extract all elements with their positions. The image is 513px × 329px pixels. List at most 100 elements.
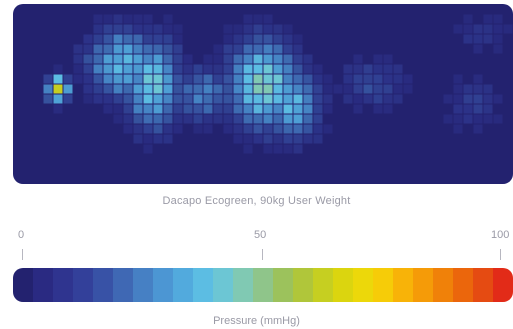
- tick-label-50: 50: [254, 229, 267, 241]
- heatmap-cell: [153, 54, 163, 64]
- heatmap-cell: [373, 64, 383, 74]
- heatmap-cell: [113, 64, 123, 74]
- heatmap-cell: [153, 104, 163, 114]
- heatmap-cell: [153, 24, 163, 34]
- heatmap-cell: [373, 54, 383, 64]
- heatmap-cell: [453, 94, 463, 104]
- heatmap-cell: [163, 104, 173, 114]
- heatmap-cell: [473, 34, 483, 44]
- colorbar-segment: [333, 268, 353, 302]
- colorbar-segment: [153, 268, 173, 302]
- heatmap-cell: [143, 64, 153, 74]
- heatmap-cell: [123, 114, 133, 124]
- heatmap-cell: [193, 64, 203, 74]
- heatmap-cell: [133, 34, 143, 44]
- heatmap-cell: [213, 104, 223, 114]
- heatmap-cell: [353, 54, 363, 64]
- heatmap-cell: [113, 54, 123, 64]
- heatmap-cell: [153, 84, 163, 94]
- heatmap-cell: [253, 124, 263, 134]
- heatmap-cell: [243, 134, 253, 144]
- heatmap-cell: [143, 124, 153, 134]
- heatmap-cell: [303, 84, 313, 94]
- heatmap-cell: [353, 74, 363, 84]
- heatmap-cell: [203, 64, 213, 74]
- heatmap-cell: [233, 24, 243, 34]
- heatmap-cell: [133, 74, 143, 84]
- heatmap-cell: [353, 94, 363, 104]
- colorbar-segment: [353, 268, 373, 302]
- heatmap-cell: [203, 104, 213, 114]
- heatmap-cell: [243, 14, 253, 24]
- heatmap-cell: [93, 84, 103, 94]
- heatmap-cell: [493, 14, 503, 24]
- colorbar-segment: [193, 268, 213, 302]
- heatmap-cell: [133, 44, 143, 54]
- heatmap-cell: [493, 44, 503, 54]
- heatmap-cell: [163, 114, 173, 124]
- heatmap-cell: [263, 104, 273, 114]
- heatmap-cell: [343, 64, 353, 74]
- heatmap-cell: [273, 44, 283, 54]
- heatmap-cell: [453, 24, 463, 34]
- heatmap-cell: [133, 64, 143, 74]
- heatmap-cell: [273, 114, 283, 124]
- heatmap-cell: [403, 74, 413, 84]
- colorbar-segment: [253, 268, 273, 302]
- heatmap-cell: [103, 14, 113, 24]
- heatmap-cell: [273, 74, 283, 84]
- heatmap-cell: [273, 94, 283, 104]
- heatmap-cell: [223, 64, 233, 74]
- heatmap-cell: [283, 34, 293, 44]
- heatmap-cell: [463, 94, 473, 104]
- heatmap-cell: [293, 84, 303, 94]
- heatmap-cell: [233, 124, 243, 134]
- heatmap-cell: [283, 134, 293, 144]
- heatmap-cell: [93, 14, 103, 24]
- heatmap-cell: [143, 84, 153, 94]
- heatmap-cell: [123, 64, 133, 74]
- heatmap-cell: [143, 74, 153, 84]
- heatmap-cell: [93, 94, 103, 104]
- heatmap-cell: [183, 114, 193, 124]
- heatmap-cell: [163, 44, 173, 54]
- heatmap-cell: [253, 94, 263, 104]
- heatmap-cell: [113, 94, 123, 104]
- heatmap-cell: [293, 44, 303, 54]
- heatmap-cell: [113, 24, 123, 34]
- heatmap-cell: [313, 74, 323, 84]
- heatmap-cell: [103, 34, 113, 44]
- heatmap-cell: [263, 84, 273, 94]
- heatmap-cell: [133, 54, 143, 64]
- heatmap-cell: [193, 94, 203, 104]
- heatmap-cell: [263, 34, 273, 44]
- heatmap-cell: [273, 84, 283, 94]
- heatmap-cell: [303, 94, 313, 104]
- heatmap-cell: [273, 24, 283, 34]
- heatmap-cell: [293, 114, 303, 124]
- heatmap-cell: [363, 64, 373, 74]
- heatmap-cell: [113, 104, 123, 114]
- colorbar-segment: [453, 268, 473, 302]
- heatmap-cell: [173, 84, 183, 94]
- heatmap-cell: [223, 54, 233, 64]
- heatmap-cell: [163, 24, 173, 34]
- heatmap-cell: [223, 34, 233, 44]
- heatmap-cell: [123, 54, 133, 64]
- heatmap-cell: [143, 134, 153, 144]
- heatmap-cell: [483, 24, 493, 34]
- heatmap-cell: [173, 104, 183, 114]
- heatmap-cell: [253, 104, 263, 114]
- heatmap-cell: [143, 94, 153, 104]
- heatmap-cell: [283, 74, 293, 84]
- heatmap-cell: [133, 114, 143, 124]
- heatmap-cell: [193, 74, 203, 84]
- colorbar-segment: [233, 268, 253, 302]
- heatmap-cell: [373, 84, 383, 94]
- heatmap-cell: [273, 64, 283, 74]
- heatmap-cell: [223, 94, 233, 104]
- heatmap-cell: [293, 74, 303, 84]
- heatmap-cell: [153, 44, 163, 54]
- heatmap-cell: [273, 134, 283, 144]
- heatmap-cell: [463, 24, 473, 34]
